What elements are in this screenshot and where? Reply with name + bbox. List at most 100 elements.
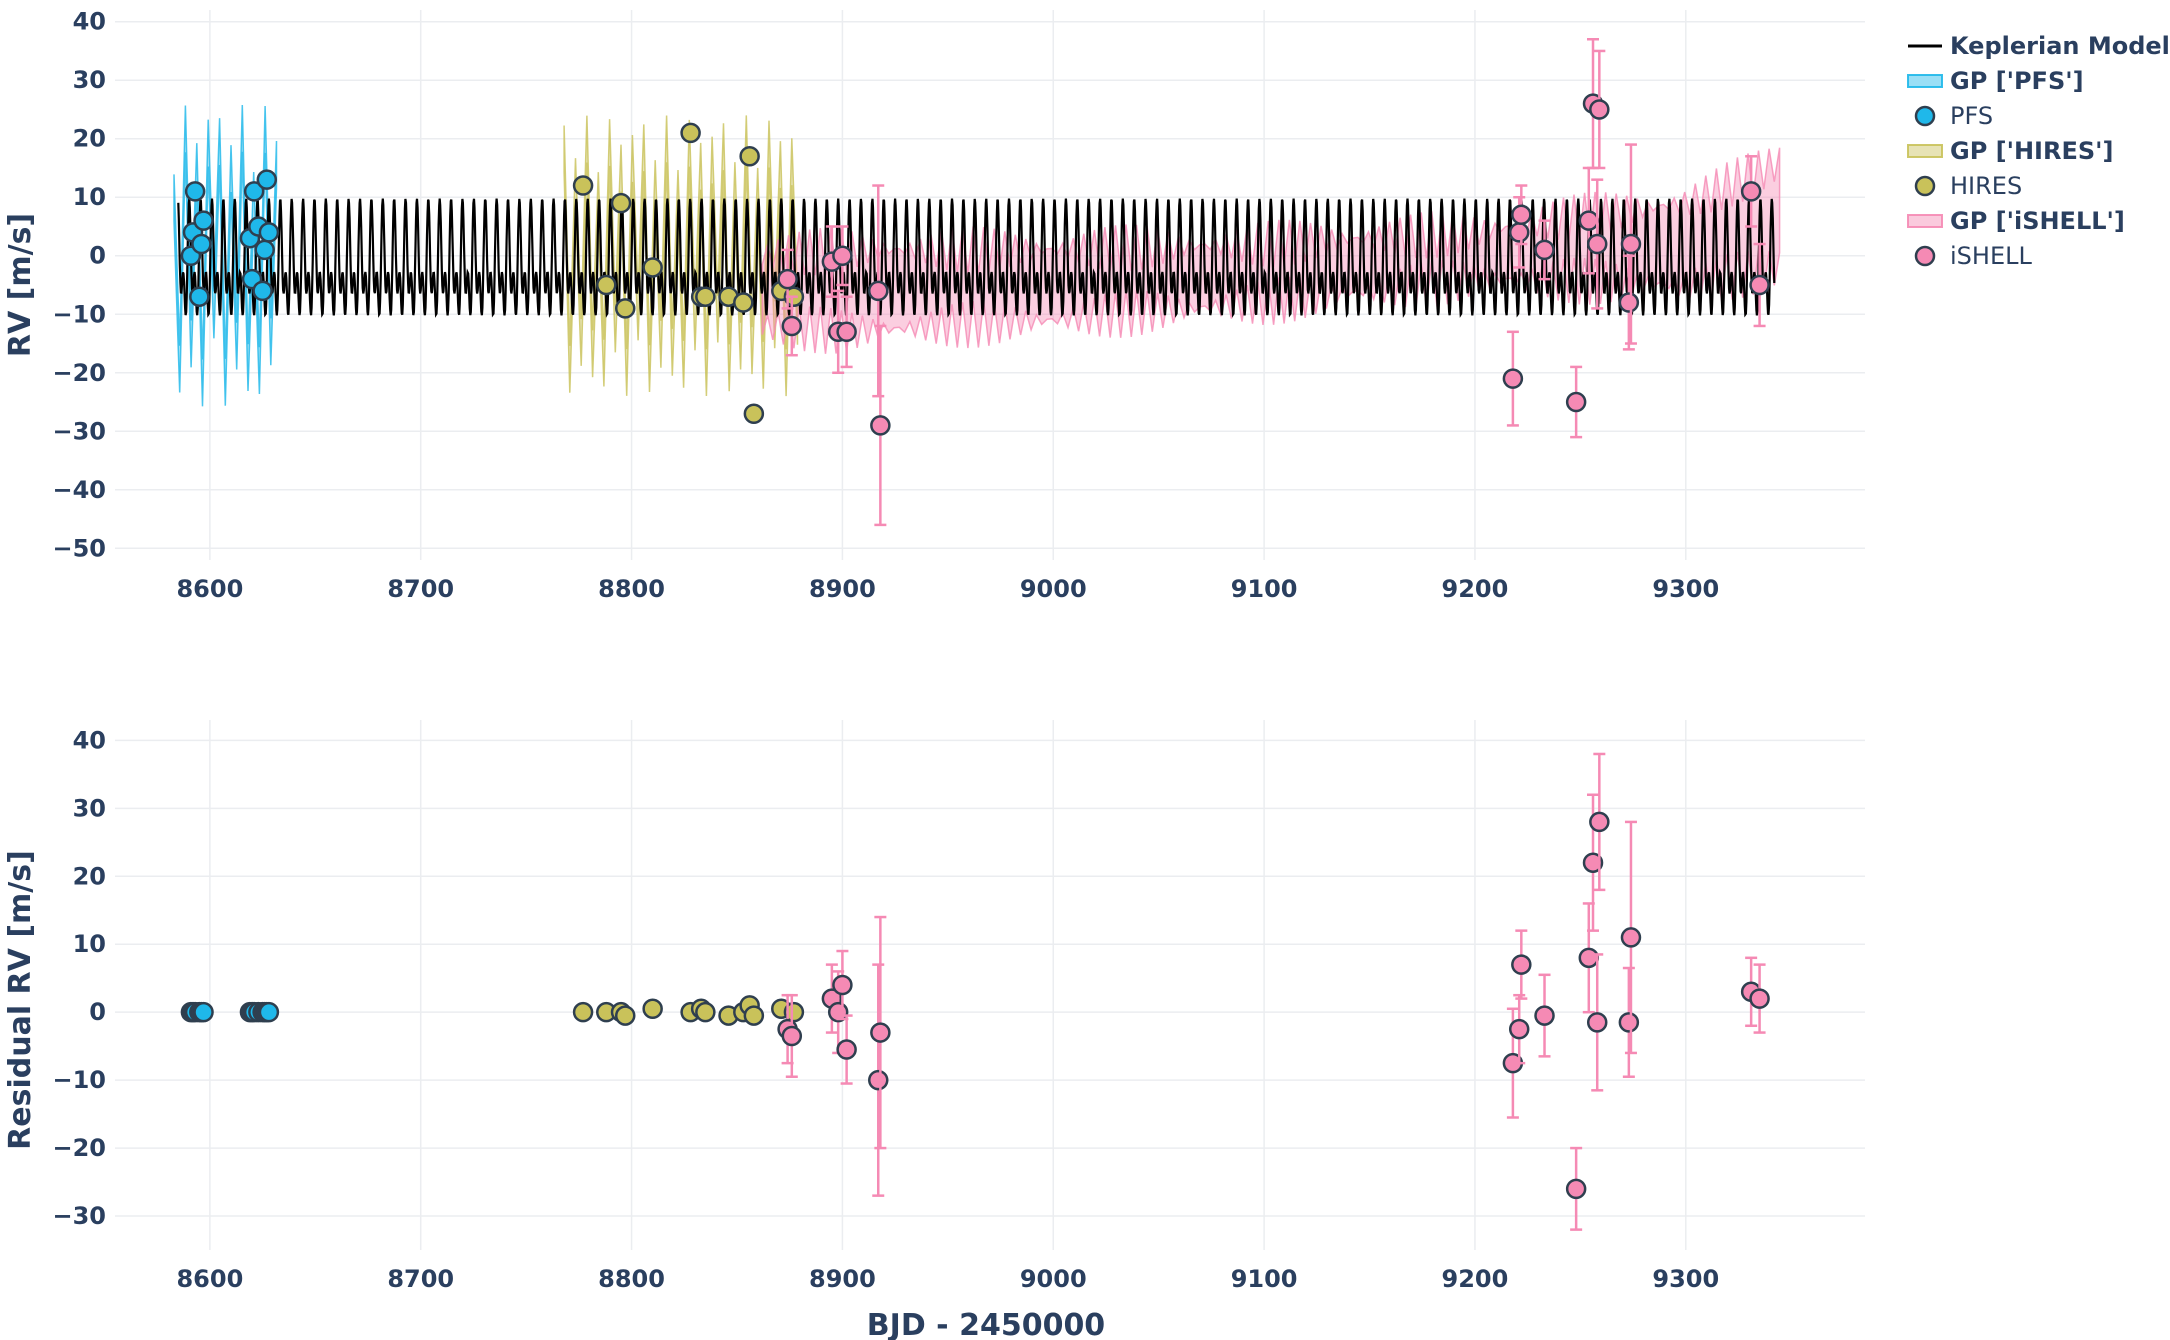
legend-marker-swatch: [1914, 105, 1936, 127]
ishell-point: [1589, 99, 1610, 120]
ishell-point: [1586, 1012, 1608, 1033]
ishell-point: [1586, 233, 1608, 255]
rv-y-tick-label: 20: [73, 125, 106, 153]
ishell-point: [777, 268, 798, 290]
legend-label: GP ['PFS']: [1950, 67, 2084, 95]
legend-label: GP ['HIRES']: [1950, 137, 2113, 165]
hires-point: [614, 298, 636, 319]
rv-x-tick-label: 8900: [809, 575, 876, 603]
residual-axis-title: Residual RV [m/s]: [3, 850, 38, 1150]
ishell-point: [1534, 239, 1555, 261]
pfs-point: [252, 280, 273, 302]
rv-x-tick-label: 9200: [1442, 575, 1509, 603]
legend-label: GP ['iSHELL']: [1950, 207, 2125, 235]
ishell-point: [1618, 1012, 1640, 1033]
residual-y-tick-label: 20: [73, 862, 106, 890]
residual-panel-grid: [115, 720, 1865, 1250]
ishell-point: [870, 1022, 891, 1043]
hires-point: [610, 192, 632, 214]
ishell-point: [1618, 292, 1640, 313]
hires-point: [642, 257, 663, 278]
ishell-point: [1620, 233, 1642, 255]
rv-y-tick-label: −30: [52, 417, 106, 445]
rv-y-tick-label: 10: [73, 183, 106, 211]
legend-entry: GP ['HIRES']: [1907, 137, 2113, 165]
legend-entry: Keplerian Model: [1908, 32, 2170, 60]
rv-x-tick-label: 8700: [387, 575, 454, 603]
rv-series-ishell: [777, 38, 1770, 527]
ishell-point: [868, 1069, 889, 1091]
hires-point: [614, 1005, 636, 1026]
ishell-point: [1565, 391, 1587, 413]
residual-series-pfs: [180, 1001, 280, 1023]
ishell-point: [1511, 204, 1532, 226]
ishell-point: [868, 280, 889, 302]
pfs-point: [258, 222, 280, 243]
rv-y-tick-label: 40: [73, 8, 106, 36]
ishell-point: [836, 1039, 857, 1060]
rv-series-pfs: [180, 169, 280, 307]
residual-x-tick-label: 9300: [1652, 1265, 1719, 1293]
hires-point: [743, 1005, 765, 1026]
hires-point: [733, 292, 754, 313]
rv-y-tick-label: −50: [52, 534, 106, 562]
rv-x-tick-label: 8800: [598, 575, 665, 603]
legend-marker-swatch: [1914, 175, 1936, 197]
legend-label: Keplerian Model: [1950, 32, 2170, 60]
pfs-point: [243, 181, 265, 202]
x-axis-title: BJD - 2450000: [867, 1308, 1105, 1340]
residual-x-tick-label: 9200: [1442, 1265, 1509, 1293]
hires-point: [680, 122, 701, 144]
rv-y-tick-label: −40: [52, 476, 106, 504]
legend-band-swatch: [1907, 74, 1943, 88]
residual-panel: 8600 8700 8800 8900 9000 9100 9200 9300 40 30 20 10…: [3, 720, 1865, 1340]
ishell-point: [781, 1025, 803, 1047]
pfs-point: [254, 239, 275, 261]
hires-point: [695, 1001, 716, 1023]
legend-label: iSHELL: [1950, 242, 2032, 270]
rv-panel-ticks: 8600 8700 8800 8900 9000 9100 9200 9300 40 30 20 10…: [52, 8, 1719, 603]
residual-y-tick-label: 40: [73, 726, 106, 754]
ishell-point: [1534, 1005, 1555, 1026]
hires-point: [596, 274, 617, 296]
ishell-point: [1578, 210, 1600, 231]
residual-y-tick-label: 30: [73, 794, 106, 822]
pfs-point: [189, 286, 210, 307]
keplerian-model-line: [177, 198, 1776, 318]
rv-x-tick-label: 8600: [176, 575, 243, 603]
hires-point: [642, 998, 663, 1020]
residual-y-tick-label: 0: [89, 998, 106, 1026]
ishell-point: [1620, 927, 1642, 948]
residual-x-tick-label: 8800: [598, 1265, 665, 1293]
keplerian-model-group: [177, 198, 1776, 318]
ishell-point: [1749, 274, 1770, 296]
legend-entry: GP ['iSHELL']: [1907, 207, 2125, 235]
residual-x-tick-label: 9100: [1231, 1265, 1298, 1293]
ishell-point: [832, 974, 853, 996]
rv-y-tick-label: −20: [52, 359, 106, 387]
rv-data-points: [180, 38, 1770, 527]
ishell-point: [832, 245, 853, 266]
ishell-point: [781, 315, 803, 337]
legend-marker-swatch: [1914, 245, 1936, 267]
residual-panel-ticks: 8600 8700 8800 8900 9000 9100 9200 9300 40 30 20 10…: [52, 726, 1719, 1293]
hires-point: [572, 1001, 594, 1023]
pfs-point: [193, 210, 214, 231]
ishell-point: [1511, 954, 1532, 975]
pfs-point: [193, 1001, 214, 1023]
residual-y-tick-label: −30: [52, 1202, 106, 1230]
ishell-point: [870, 415, 891, 436]
rv-panel-grid: [115, 10, 1865, 560]
rv-y-tick-label: 0: [89, 242, 106, 270]
pfs-point: [191, 233, 212, 255]
ishell-point: [1502, 368, 1524, 389]
rv-axis-title: RV [m/s]: [3, 213, 38, 357]
ishell-point: [1740, 181, 1762, 202]
hires-point: [743, 403, 765, 424]
legend-entry: iSHELL: [1914, 242, 2032, 270]
ishell-point: [1508, 1018, 1530, 1040]
rv-x-tick-label: 9100: [1231, 575, 1298, 603]
residual-x-tick-label: 9000: [1020, 1265, 1087, 1293]
legend-label: PFS: [1950, 102, 1993, 130]
